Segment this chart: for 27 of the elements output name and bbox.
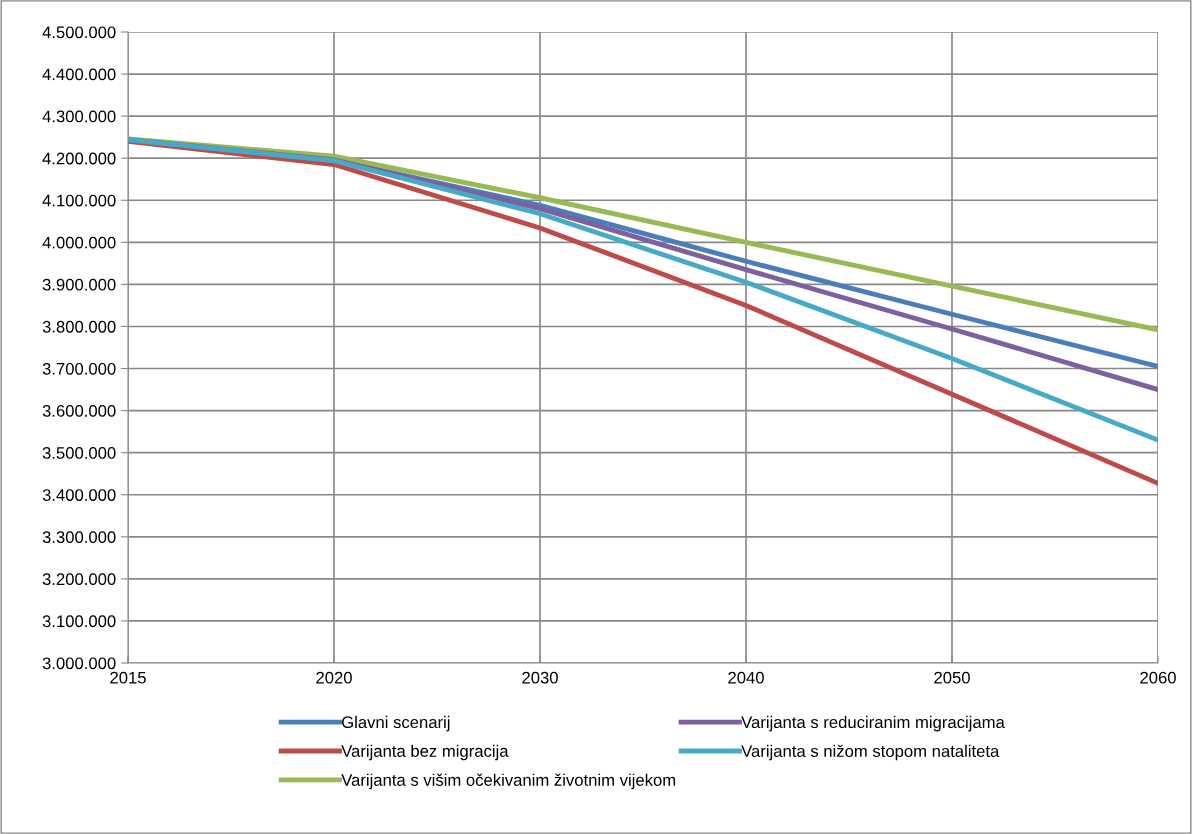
y-tick-label: 3.700.000 <box>42 362 116 375</box>
legend-label: Varijanta s nižom stopom nataliteta <box>741 744 1000 761</box>
x-tick-label: 2040 <box>728 671 764 684</box>
y-tick-label: 3.900.000 <box>42 278 116 291</box>
y-tick-label: 4.100.000 <box>42 194 116 207</box>
y-tick-label: 3.000.000 <box>42 657 116 670</box>
y-tick-label: 4.300.000 <box>42 110 116 123</box>
y-tick-label: 4.000.000 <box>42 236 116 249</box>
y-tick-label: 4.200.000 <box>42 152 116 165</box>
legend-label: Glavni scenarij <box>342 715 450 732</box>
x-tick-label: 2015 <box>110 671 146 684</box>
y-tick-label: 3.800.000 <box>42 320 116 333</box>
x-tick-label: 2050 <box>934 671 970 684</box>
y-tick-label: 3.200.000 <box>42 573 116 586</box>
y-tick-label: 4.500.000 <box>42 26 116 39</box>
x-tick-label: 2060 <box>1140 671 1176 684</box>
y-tick-label: 3.600.000 <box>42 405 116 417</box>
y-tick-label: 3.300.000 <box>42 531 116 543</box>
y-tick-label: 3.100.000 <box>42 615 116 628</box>
y-tick-label: 4.400.000 <box>42 68 116 81</box>
x-tick-label: 2020 <box>316 671 352 684</box>
legend-label: Varijanta bez migracija <box>341 744 509 761</box>
legend-label: Varijanta s višim očekivanim životnim vijekom <box>341 773 676 790</box>
x-tick-label: 2030 <box>522 671 558 684</box>
legend-label: Varijanta s reduciranim migracijama <box>741 715 1005 732</box>
y-tick-label: 3.400.000 <box>42 489 116 501</box>
y-tick-label: 3.500.000 <box>42 447 116 459</box>
